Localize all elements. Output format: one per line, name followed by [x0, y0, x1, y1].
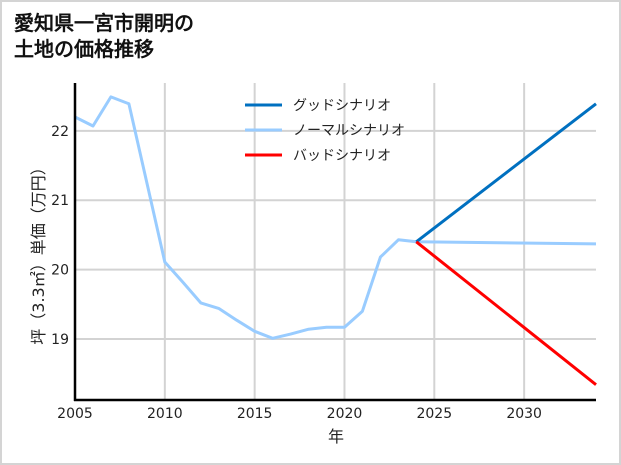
x-tick-label: 2025 [416, 406, 452, 422]
x-tick-label: 2010 [147, 406, 183, 422]
y-tick-label: 22 [51, 124, 69, 140]
legend-label: バッドシナリオ [293, 148, 391, 164]
x-tick-label: 2005 [57, 406, 93, 422]
tick-labels: 2005 2010 2015 2020 2025 2030 19 20 21 22 [51, 124, 542, 422]
chart-title-line2: 土地の価格推移 [14, 37, 154, 61]
legend-label: ノーマルシナリオ [293, 123, 405, 139]
x-tick-label: 2015 [237, 406, 273, 422]
series-line-2 [415, 240, 597, 386]
series-line-0 [415, 102, 597, 243]
axes [73, 83, 596, 402]
series-line-1 [74, 95, 597, 340]
legend-label: グッドシナリオ [293, 98, 391, 114]
chart-title: 愛知県一宮市開明の 土地の価格推移 [14, 10, 194, 62]
chart-title-line1: 愛知県一宮市開明の [14, 11, 194, 35]
series-lines [74, 95, 597, 386]
y-tick-label: 21 [51, 193, 69, 209]
x-axis-label: 年 [328, 427, 344, 446]
y-tick-label: 20 [51, 263, 69, 279]
y-axis-label: 坪（3.3㎡）単価（万円） [29, 159, 48, 344]
x-tick-label: 2020 [327, 406, 363, 422]
y-tick-label: 19 [51, 332, 69, 348]
x-tick-label: 2030 [506, 406, 542, 422]
